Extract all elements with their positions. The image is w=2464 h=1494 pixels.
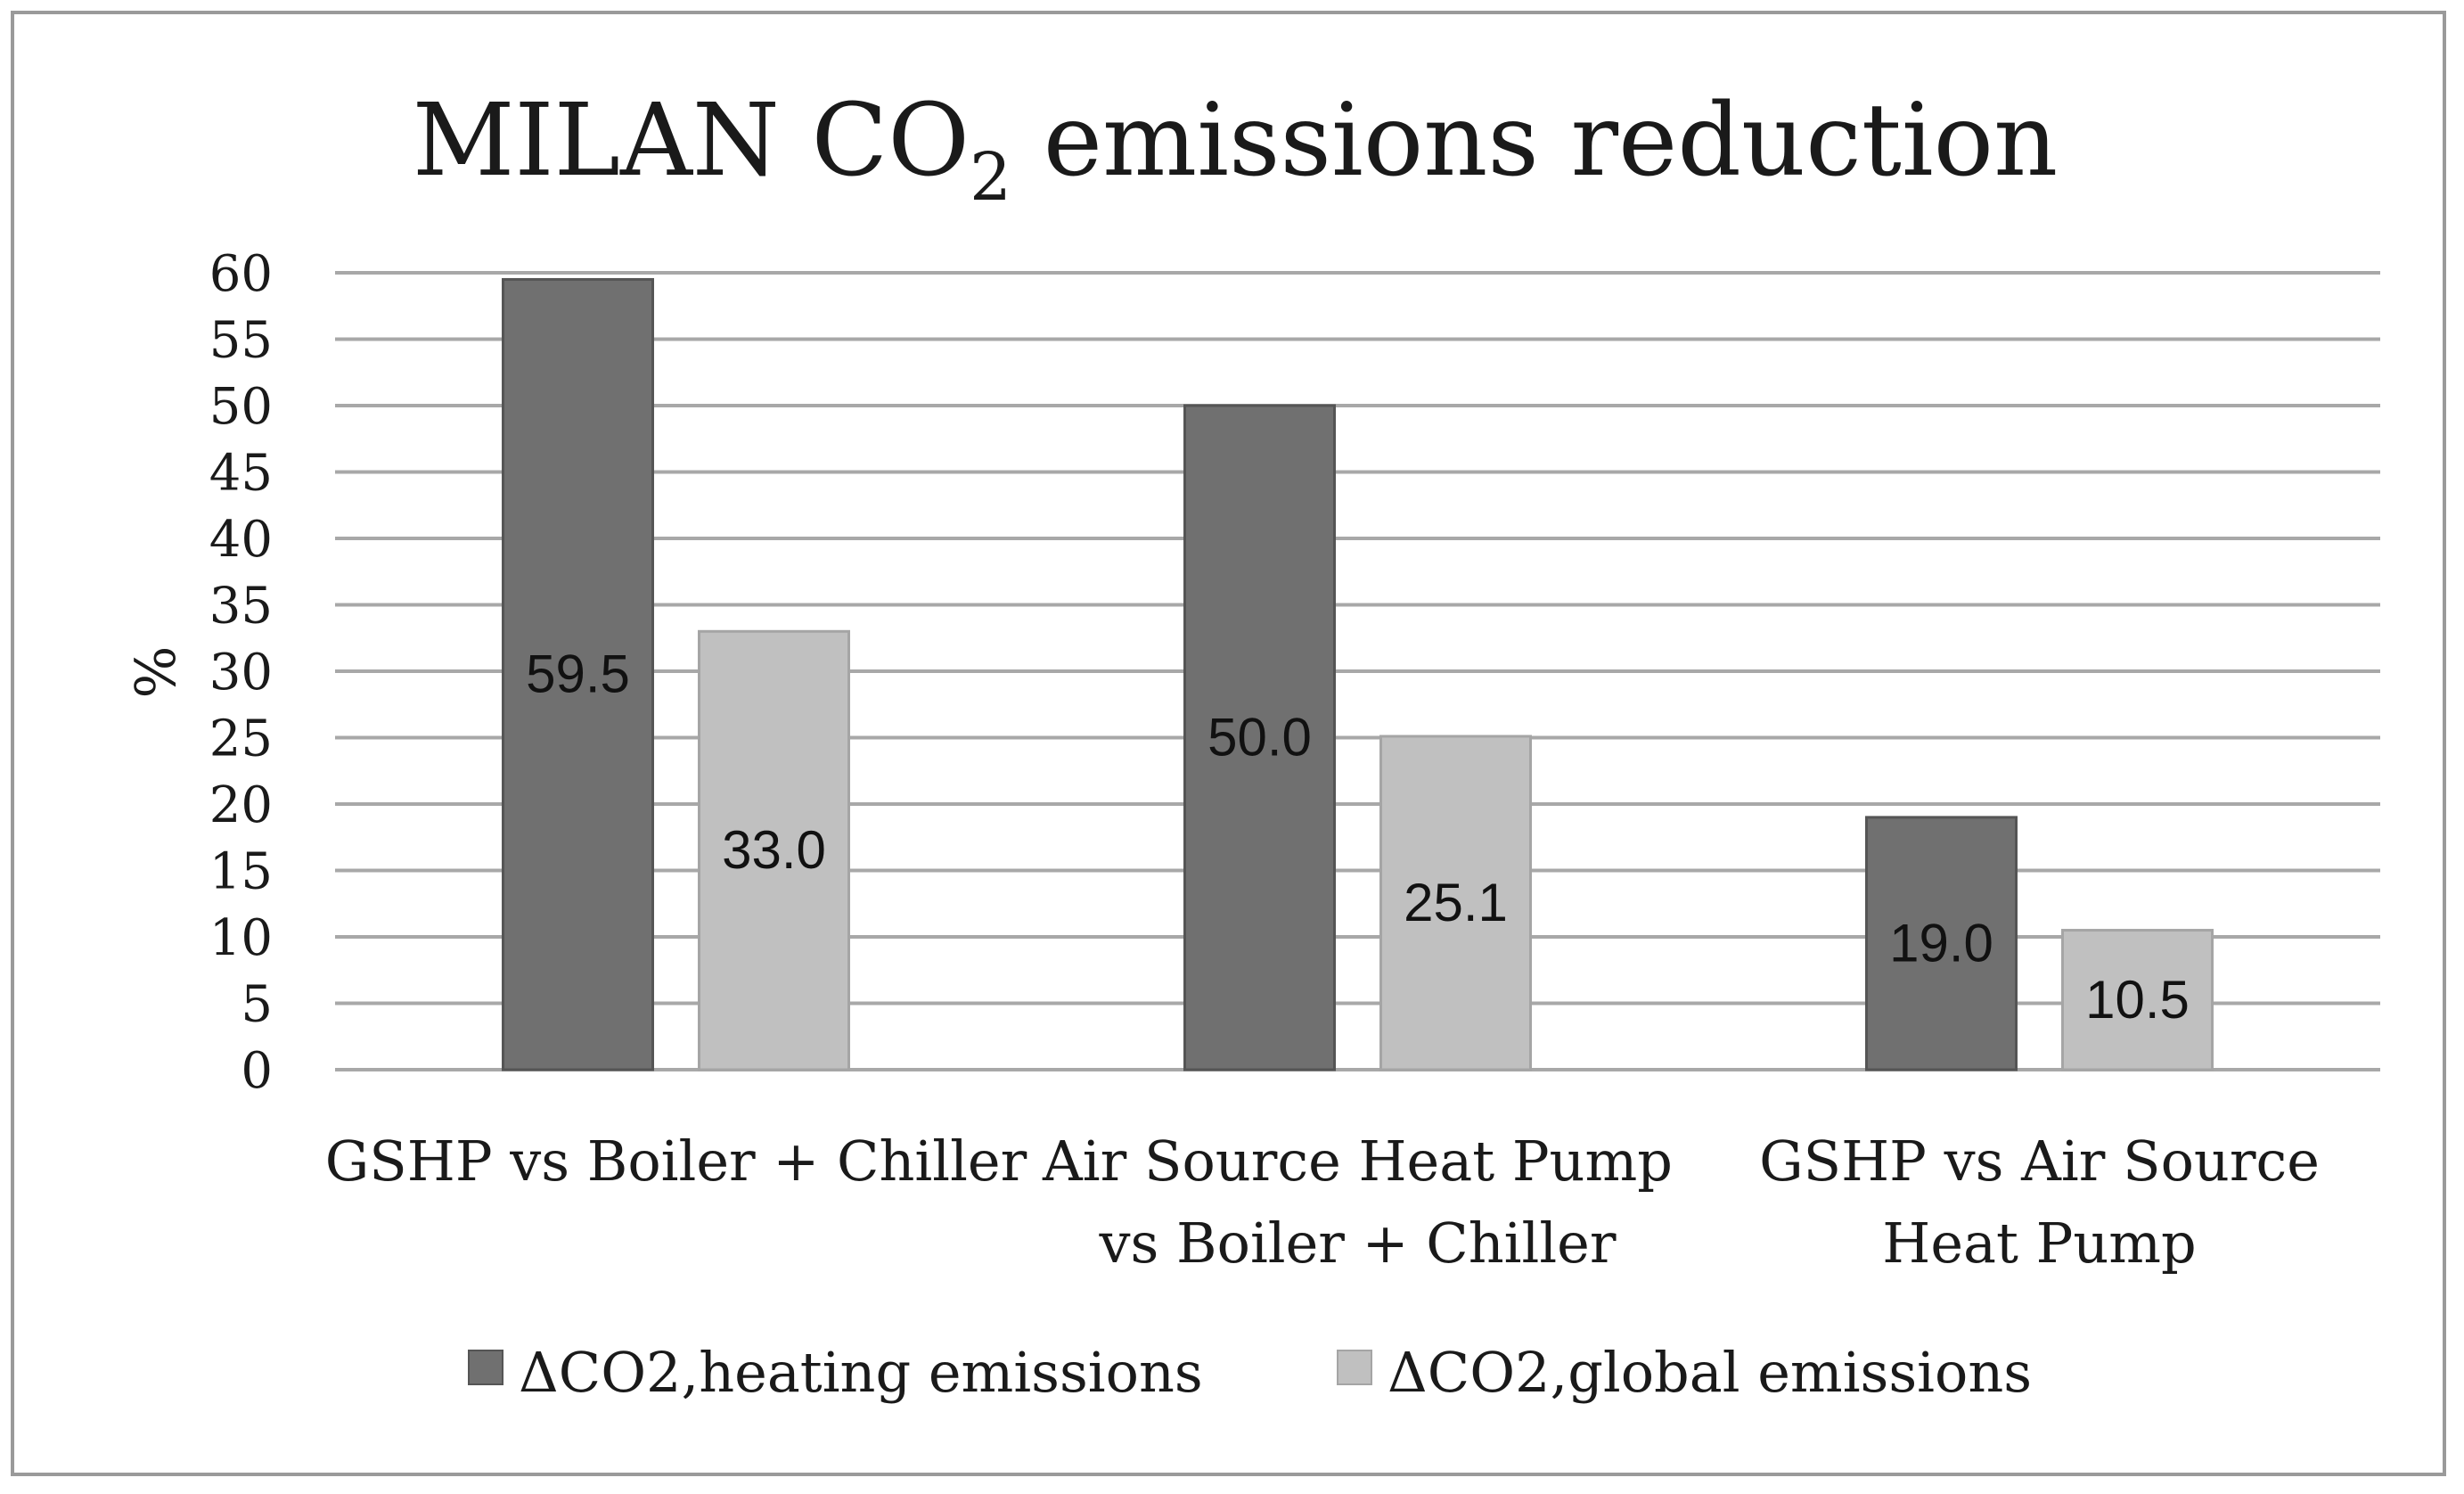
chart-title-main: MILAN CO	[413, 83, 970, 199]
bar-heating	[1183, 404, 1336, 1071]
legend-swatch	[468, 1350, 503, 1385]
y-tick-label: 40	[209, 511, 273, 569]
y-tick-label: 35	[209, 578, 273, 636]
data-labels: 59.5 33.0 50.0 25.1 19.0 10.5	[526, 644, 2190, 1030]
bar-heating	[502, 277, 654, 1071]
chart-title: MILAN CO2 emissions reduction	[413, 83, 2058, 216]
y-tick-label: 0	[241, 1042, 273, 1100]
y-tick-label: 45	[209, 445, 273, 503]
y-axis-ticks: 0 5 10 15 20 25 30 35 40 45 50 55 60	[209, 245, 273, 1100]
y-tick-label: 15	[209, 843, 273, 901]
legend-swatch	[1337, 1350, 1372, 1385]
y-tick-label: 55	[209, 312, 273, 370]
x-axis-ticks: GSHP vs Boiler + Chiller Air Source Heat …	[325, 1129, 2320, 1276]
y-tick-label: 5	[241, 976, 273, 1034]
data-label: 59.5	[526, 644, 630, 704]
legend-label: ΔCO2,global emissions	[1388, 1340, 2032, 1405]
legend-label: ΔCO2,heating emissions	[519, 1340, 1203, 1405]
gridlines	[335, 271, 2380, 1071]
legend: ΔCO2,heating emissions ΔCO2,global emissi…	[468, 1340, 2032, 1405]
y-tick-label: 10	[209, 909, 273, 967]
chart-frame: MILAN CO2 emissions reduction % 0 5 10 15 20…	[11, 11, 2446, 1476]
y-tick-label: 25	[209, 710, 273, 768]
x-tick-label: GSHP vs Boiler + Chiller	[325, 1129, 1027, 1194]
bar-global	[1379, 735, 1532, 1071]
x-tick-label: Heat Pump	[1882, 1211, 2196, 1276]
x-tick-label: Air Source Heat Pump	[1042, 1129, 1673, 1194]
chart-title-rest: emissions reduction	[1011, 83, 2058, 199]
data-label: 33.0	[722, 820, 826, 880]
bar-chart: MILAN CO2 emissions reduction % 05101520…	[123, 83, 2380, 1405]
data-label: 50.0	[1207, 708, 1312, 768]
x-tick-label: GSHP vs Air Source	[1759, 1129, 2320, 1194]
y-tick-label: 60	[209, 245, 273, 303]
data-label: 19.0	[1889, 913, 1993, 973]
bar-heating	[1865, 816, 2018, 1071]
data-label: 10.5	[2085, 970, 2190, 1030]
y-tick-label: 50	[209, 378, 273, 436]
bar-global	[698, 629, 850, 1071]
y-axis-label: %	[123, 646, 188, 699]
bar-global	[2061, 929, 2214, 1071]
x-tick-label: vs Boiler + Chiller	[1099, 1211, 1617, 1276]
bars	[502, 277, 2214, 1071]
y-tick-label: 20	[209, 776, 273, 834]
y-tick-label: 30	[209, 644, 273, 702]
data-label: 25.1	[1404, 873, 1508, 932]
chart-title-subscript: 2	[970, 139, 1011, 216]
